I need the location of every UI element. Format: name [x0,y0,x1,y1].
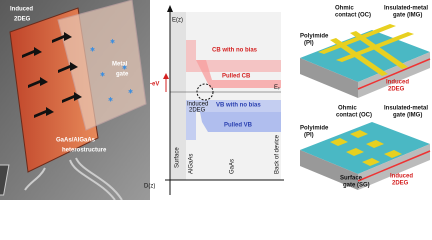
induced-label: 2DEG [14,17,31,23]
charges: ✱ ✱ ✱ ✱ ✱ ✱ [90,39,133,104]
device-top: Ohmic contact (OC) Insulated-metal gate … [300,6,431,98]
img-label: Insulated-metal [384,106,428,112]
band-label: CB with no bias [212,48,258,54]
top-surface [300,122,430,174]
gate-label: Metal [112,62,128,68]
svg-text:✱: ✱ [128,89,133,96]
img-label: gate (IMG) [393,113,422,119]
fermi-subscript: F [278,86,280,90]
oc-label: contact (OC) [335,13,371,19]
gate-finger [318,24,396,54]
pi-label: (PI) [304,133,314,139]
device-illustration: ✱ ✱ ✱ ✱ ✱ ✱ Induced 2DEG Metal gate GaAs/AlG… [0,0,150,200]
region-label: GaAs [230,159,236,174]
svg-text:✱: ✱ [122,65,127,72]
chip [0,164,10,196]
2deg-label: Induced [390,174,413,180]
2deg-line [357,58,431,90]
top-surface [300,30,430,82]
region-label: Surface [175,147,181,168]
cb-band [186,40,281,72]
oc-label: Ohmic [335,6,354,12]
2deg-label: Induced [386,80,409,86]
band-label: Pulled VB [224,123,253,129]
electron-arrows [22,32,82,118]
svg-text:✱: ✱ [108,97,113,104]
gate-finger [330,38,388,76]
2deg-line [357,150,431,182]
axis-label: E(z) [172,18,183,24]
sg-label: Surface [340,176,363,182]
pi-label: Polyimide [300,34,329,40]
fermi-symbol: E [274,85,278,91]
region-label: AlGaAs [189,154,195,174]
figure: ✱ ✱ ✱ ✱ ✱ ✱ Induced 2DEG Metal gate GaAs/AlG… [0,0,431,200]
band-diagram: E(z) D(z) CB with no bias Pulled CB EF -… [144,5,284,195]
hetero-label: heterostructure [62,148,107,154]
hetero-label: GaAs/AlGaAs [56,138,96,144]
gate-label: gate [116,72,129,78]
oc-label: Ohmic [338,106,357,112]
img-label: Insulated-metal [384,6,428,12]
fermi-label: EF [274,85,280,91]
side [358,144,430,190]
induced-label: Induced [10,7,33,13]
region-label: Back of device [275,134,281,174]
bias-label: -eV [150,82,159,88]
side [300,150,358,190]
oc-label: contact (OC) [336,113,372,119]
side [358,52,430,98]
vb-band [186,100,281,140]
pi-label: Polyimide [300,126,329,132]
svg-text:✱: ✱ [90,47,95,54]
2deg-label: Induced [187,102,208,108]
svg-text:✱: ✱ [110,39,115,46]
2deg-label: 2DEG [392,181,409,187]
band-label: VB with no bias [216,103,261,109]
wires [24,157,123,200]
2deg-label: 2DEG [388,87,405,93]
pulled-vb [200,112,281,132]
2deg-label: 2DEG [189,108,206,114]
gate-pads [330,130,402,166]
svg-text:✱: ✱ [100,72,105,79]
axis-label: D(z) [144,184,155,190]
gate-finger [350,31,408,69]
pi-label: (PI) [304,41,314,47]
band-label: Pulled CB [222,74,251,80]
gaas-region [186,12,281,180]
bias-arrowhead [163,73,169,79]
axis-arrow [167,5,173,12]
img-label: gate (IMG) [393,13,422,19]
algaas-region [170,12,186,180]
side [300,58,358,98]
pulled-cb [196,60,281,88]
2deg-circle [196,83,214,101]
sg-label: gate (SG) [343,183,370,189]
device-bottom: Ohmic contact (OC) Insulated-metal gate … [300,106,431,190]
